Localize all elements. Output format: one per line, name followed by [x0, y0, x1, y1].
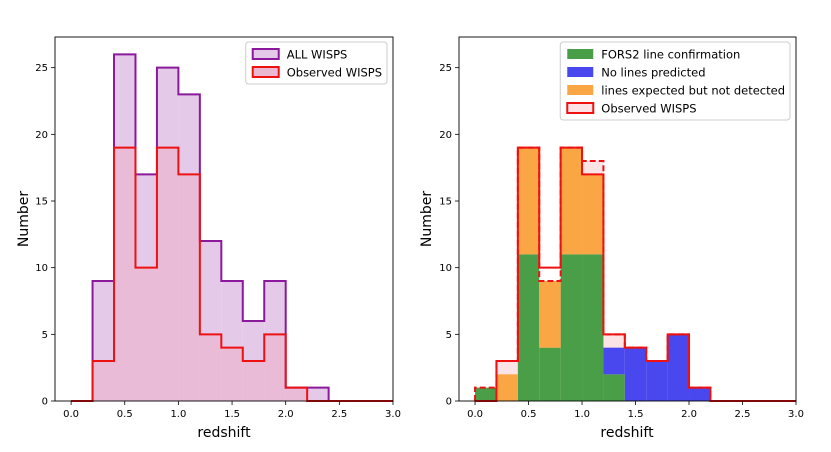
left-ticks: 0.0 0.5 1.0 1.5 2.0 2.5 3.0 0 5 10 15 20 25: [35, 63, 401, 420]
step-outline-observed-wisps: [71, 146, 393, 402]
bar-observed-4: [156, 147, 179, 401]
y-tick-label: 10: [35, 263, 48, 274]
y-tick-label: 0: [42, 397, 48, 408]
left-y-axis-label: Number: [16, 191, 32, 247]
x-tick-label: 0.5: [117, 409, 133, 420]
bar-observed-8: [242, 361, 265, 401]
legend-swatch: [251, 66, 280, 78]
x-tick-label: 2.5: [735, 409, 751, 420]
y-tick-label: 10: [439, 263, 452, 274]
bar-observed-5: [178, 174, 200, 401]
x-tick-label: 0.0: [63, 409, 79, 420]
bar-observed-2: [114, 147, 136, 401]
legend-label: ALL WISPS: [287, 48, 348, 62]
right-ticks: 0.0 0.5 1.0 1.5 2.0 2.5 3.0 0 5 10 15 20 25: [439, 63, 804, 420]
left-plot-frame: [54, 36, 394, 402]
bar-stack-1-9: [667, 334, 690, 401]
step-outline-observed-wisps: [475, 146, 796, 402]
bar-observed-3: [135, 267, 157, 401]
bar-observed-10: [285, 387, 308, 401]
bar-stack-0-2: [517, 254, 540, 401]
legend-label: FORS2 line confirmation: [601, 48, 740, 62]
y-tick-label: 5: [446, 330, 452, 341]
right-histogram-panel: 0.0 0.5 1.0 1.5 2.0 2.5 3.0 0 5 10 15 20 25 redshift…: [419, 36, 804, 441]
left-bars: [71, 53, 393, 402]
y-tick-label: 15: [439, 197, 452, 208]
bar-observed-1: [92, 361, 115, 401]
bar-stack-0-6: [603, 374, 625, 401]
x-tick-label: 0.5: [521, 409, 537, 420]
y-tick-label: 20: [35, 130, 48, 141]
y-tick-label: 5: [42, 330, 48, 341]
bar-stack-1-7: [624, 347, 647, 401]
left-x-axis-label: redshift: [197, 425, 251, 441]
x-tick-label: 1.0: [574, 409, 590, 420]
x-tick-label: 1.5: [628, 409, 644, 420]
x-tick-label: 2.0: [681, 409, 697, 420]
x-tick-label: 1.0: [170, 409, 186, 420]
legend-label: Observed WISPS: [601, 102, 696, 116]
bar-observed-7: [221, 347, 243, 401]
right-plot-frame: [458, 36, 797, 402]
bar-stack-0-4: [560, 254, 583, 401]
legend-label: lines expected but not detected: [601, 84, 785, 98]
step-outline-all-wisps: [71, 53, 393, 402]
legend-swatch: [567, 67, 594, 77]
bar-stack-2-1: [496, 374, 518, 401]
x-tick-label: 3.0: [385, 409, 401, 420]
bar-stack-2-3: [539, 281, 561, 348]
bar-observed-9: [264, 334, 286, 401]
y-tick-label: 0: [446, 397, 452, 408]
x-tick-label: 1.5: [224, 409, 240, 420]
bar-stack-2-2: [517, 147, 540, 255]
right-y-axis-label: Number: [419, 191, 435, 247]
bar-stack-0-0: [475, 387, 497, 401]
legend-swatch: [566, 102, 595, 114]
y-tick-label: 20: [439, 130, 452, 141]
bar-stack-1-8: [646, 361, 668, 401]
left-histogram-panel: 0.0 0.5 1.0 1.5 2.0 2.5 3.0 0 5 10 15 20 25 redshift…: [16, 36, 401, 441]
y-tick-label: 15: [35, 197, 48, 208]
legend-swatch: [251, 48, 280, 60]
bar-stack-2-5: [582, 174, 604, 255]
bar-stack-1-10: [689, 387, 711, 401]
legend-label: No lines predicted: [601, 66, 705, 80]
left-legend: ALL WISPS Observed WISPS: [245, 41, 388, 85]
bar-all-11: [307, 387, 329, 401]
bar-stack-1-6: [603, 347, 625, 375]
bar-observed-6: [199, 334, 222, 401]
x-tick-label: 3.0: [788, 409, 804, 420]
right-legend: FORS2 line confirmation No lines predicte…: [559, 41, 791, 121]
legend-swatch: [567, 85, 594, 95]
legend-box: [559, 41, 791, 121]
y-tick-label: 25: [439, 63, 452, 74]
bar-stack-0-3: [539, 347, 561, 401]
bar-stack-2-4: [560, 147, 583, 255]
x-tick-label: 2.5: [331, 409, 347, 420]
y-tick-label: 25: [35, 63, 48, 74]
right-bars: [474, 146, 796, 402]
bar-stack-0-5: [582, 254, 604, 401]
legend-label: Observed WISPS: [287, 66, 382, 80]
legend-box: [245, 41, 388, 85]
legend-swatch: [567, 49, 594, 59]
right-x-axis-label: redshift: [600, 425, 654, 441]
x-tick-label: 2.0: [278, 409, 294, 420]
x-tick-label: 0.0: [467, 409, 483, 420]
